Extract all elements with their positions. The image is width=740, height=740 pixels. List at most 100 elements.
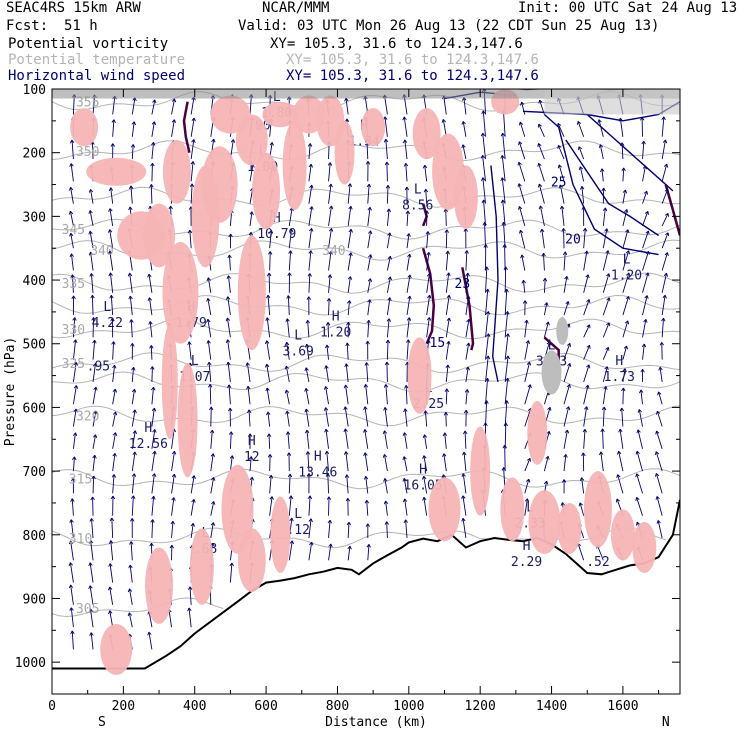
wind-vector (501, 155, 506, 182)
wind-vector-head (111, 341, 116, 345)
wind-vector-head (387, 276, 393, 281)
wind-vector (285, 389, 290, 405)
wind-vector (561, 206, 565, 226)
theta-label: 350 (76, 145, 99, 160)
pv-shading (237, 235, 266, 351)
wind-vector (365, 476, 369, 494)
legend-theta-xy: XY= 105.3, 31.6 to 124.3,147.6 (286, 52, 539, 68)
wind-vector (207, 298, 212, 316)
wind-vector (208, 362, 212, 382)
wind-vector (347, 229, 352, 249)
wind-vector-head (171, 497, 176, 501)
wind-vector (659, 367, 663, 383)
wind-vector-head (268, 230, 274, 234)
pv-shading (361, 108, 386, 147)
wind-vector-head (285, 410, 290, 415)
wind-vector-head (286, 452, 292, 456)
wind-vector (227, 275, 231, 293)
wind-vector (504, 355, 509, 382)
theta-label: 320 (76, 410, 99, 425)
wind-vector (462, 121, 467, 137)
hl-mark: L (294, 329, 302, 344)
wind-vector (248, 409, 251, 427)
wind-vector-head (110, 143, 115, 147)
wind-vector (384, 407, 388, 427)
wind-vector-head (526, 361, 532, 366)
legend-pv-label: Potential vorticity (8, 36, 169, 52)
wind-vector-head (402, 116, 407, 121)
wind-vector-head (284, 389, 290, 394)
wind-vector (366, 362, 369, 382)
wind-vector-head (500, 177, 505, 181)
wind-vector-head (131, 473, 137, 477)
wind-vector-head (132, 409, 137, 414)
wind-vector (601, 168, 604, 182)
forecast-label: Fcst: (6, 18, 49, 34)
wind-vector (504, 422, 507, 449)
wind-vector (92, 386, 97, 405)
wind-vector (404, 139, 408, 160)
theta-contour (52, 318, 680, 340)
wind-vector (661, 295, 666, 316)
wind-vector-head (69, 253, 74, 258)
pv-shading (162, 241, 199, 344)
wind-vector (70, 584, 74, 605)
wind-vector-head (502, 244, 507, 248)
wind-vector (367, 320, 370, 338)
wind-vector (70, 540, 74, 561)
wind-vector (92, 340, 96, 360)
wind-vector-head (287, 473, 293, 478)
wind-vector (128, 612, 133, 628)
wind-vector (405, 519, 408, 539)
wind-vector (190, 499, 195, 516)
hl-mark: L (623, 252, 631, 267)
wind-vector-head (576, 121, 582, 125)
wind-vector-head (367, 299, 372, 303)
wind-vector (622, 229, 629, 249)
wind-vector-head (69, 232, 74, 237)
wind-vector (583, 324, 591, 338)
theta-label: 330 (62, 323, 85, 338)
wind-vector (344, 428, 349, 449)
wind-vector-head (621, 387, 626, 392)
wind-vector-head (305, 451, 311, 455)
wind-vector-head (481, 199, 486, 204)
wind-vector-head (327, 162, 333, 166)
wind-vector (229, 455, 233, 472)
wind-vector-head (309, 541, 314, 546)
wind-vector-head (266, 411, 271, 416)
wind-vector (583, 345, 590, 360)
wind-vector (656, 411, 663, 427)
wind-vector-head (387, 255, 392, 260)
wind-vector-head (225, 317, 231, 322)
wind-vector-head (225, 296, 231, 300)
wind-vector-head (88, 540, 94, 544)
y-axis-title: Pressure (hPa) (3, 337, 18, 447)
wind-vector-head (326, 298, 332, 302)
wind-vector-head (363, 476, 369, 480)
wind-vector (89, 231, 94, 249)
wind-vector (150, 184, 153, 204)
wind-vector (209, 384, 212, 405)
wind-vector (190, 139, 195, 160)
wind-vector-head (500, 199, 506, 204)
wind-vector-head (622, 189, 628, 194)
wind-vector (463, 97, 467, 115)
wind-vector (69, 562, 74, 583)
wind-vector-head (382, 430, 388, 435)
wind-vector-head (527, 384, 532, 389)
wind-vector (307, 451, 310, 472)
wind-vector-head (347, 183, 353, 187)
wind-vector (112, 119, 115, 137)
wind-vector-head (308, 250, 313, 254)
wind-vector (661, 252, 668, 271)
wind-vector-head (70, 498, 75, 503)
wind-vector (112, 474, 115, 494)
wind-vector-head (537, 143, 542, 147)
wind-vector-head (187, 607, 192, 612)
wind-vector (151, 473, 155, 494)
wind-vector (365, 384, 369, 405)
wind-vector-head (466, 319, 471, 323)
wind-vector (150, 345, 153, 360)
wind-vector (482, 155, 486, 182)
